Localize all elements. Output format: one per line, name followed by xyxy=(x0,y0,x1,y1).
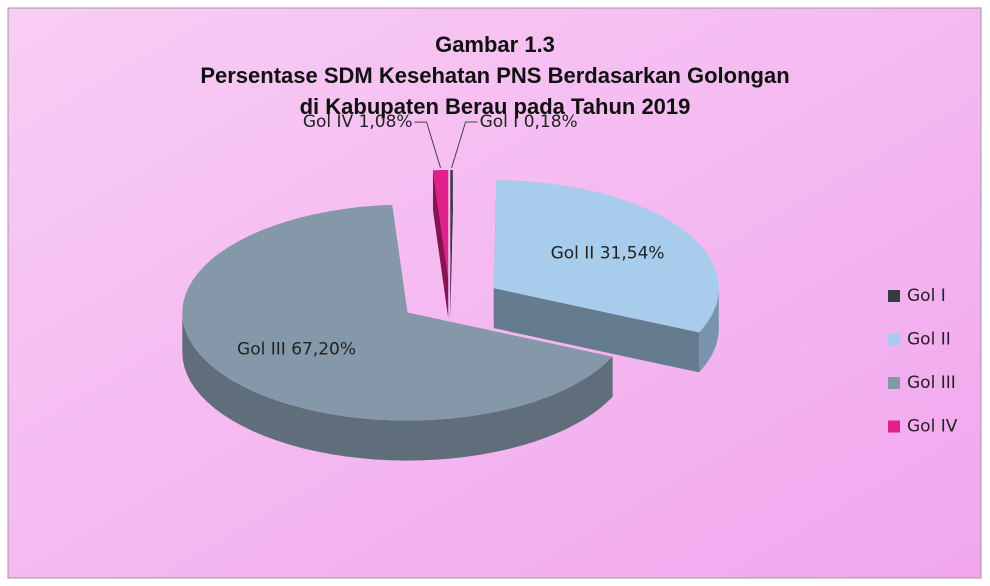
legend-label: Gol I xyxy=(907,286,946,306)
slice xyxy=(432,170,449,319)
legend-swatch xyxy=(888,420,900,433)
chart-title: Persentase SDM Kesehatan PNS Berdasarkan… xyxy=(200,63,789,88)
slice-top xyxy=(432,170,449,279)
legend-label: Gol II xyxy=(907,330,951,350)
data-label: Gol III 67,20% xyxy=(237,340,356,360)
slice-side xyxy=(493,288,700,373)
slice-top xyxy=(182,204,613,421)
slice-top xyxy=(450,170,453,279)
slice-side xyxy=(432,170,449,319)
slice xyxy=(450,170,453,319)
legend-swatch xyxy=(888,377,900,389)
chart-title: Gambar 1.3 xyxy=(435,32,555,57)
data-label: Gol I 0,18% xyxy=(480,112,578,132)
legend-label: Gol IV xyxy=(907,417,958,437)
data-label: Gol II 31,54% xyxy=(551,243,665,263)
data-label: Gol IV 1,08% xyxy=(303,112,413,132)
data-label-value: 67,20% xyxy=(291,340,356,360)
leader-line xyxy=(451,121,478,169)
slice-side xyxy=(450,170,453,319)
chart-title: di Kabupaten Berau pada Tahun 2019 xyxy=(300,94,691,119)
legend-label: Gol III xyxy=(907,373,956,393)
legend-swatch xyxy=(888,290,900,302)
slice xyxy=(493,180,719,373)
data-label-category: Gol IV xyxy=(303,112,354,132)
data-label-category: Gol I xyxy=(480,112,519,132)
data-label-value: 31,54% xyxy=(600,243,665,263)
slice-top xyxy=(493,180,719,333)
data-label-value: 1,08% xyxy=(359,112,413,132)
legend-swatch xyxy=(888,333,900,346)
data-label-category: Gol III xyxy=(237,340,286,360)
data-label-value: 0,18% xyxy=(524,112,578,132)
slice-wall xyxy=(182,312,613,461)
slice-wall xyxy=(699,288,719,373)
slice xyxy=(182,204,613,461)
leader-line xyxy=(414,121,442,169)
data-label-category: Gol II xyxy=(551,243,595,263)
